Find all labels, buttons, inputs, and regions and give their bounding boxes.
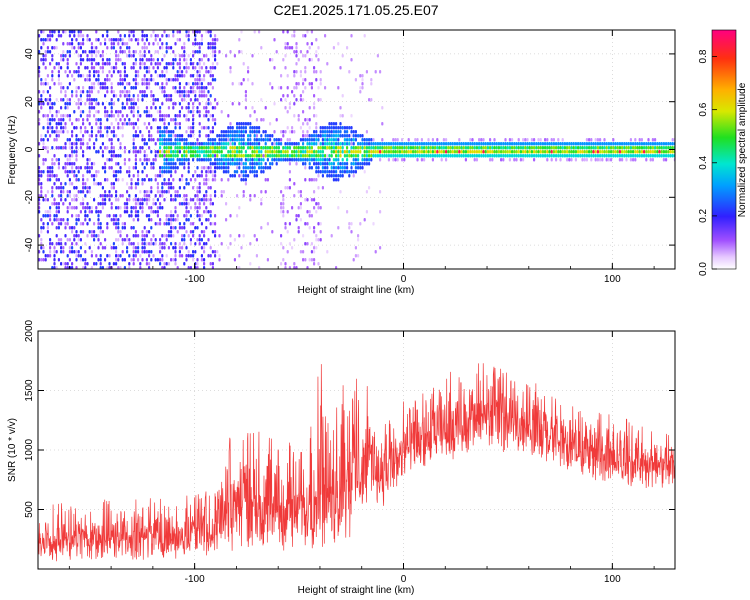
spectrogram-x-tick-label: 0 — [401, 274, 407, 285]
colorbar-label: Normalized spectral amplitude — [737, 82, 748, 217]
figure-title: C2E1.2025.171.05.25.E07 — [273, 2, 438, 18]
spectrogram-ticks: -100 0 100 -40 -20 0 20 40 — [24, 30, 675, 285]
snr-series-line — [38, 363, 675, 562]
spectrogram-y-tick-label: 0 — [24, 146, 35, 152]
snr-y-tick-label: 1000 — [24, 438, 35, 461]
snr-y-axis-label: SNR (10 * v/v) — [7, 418, 18, 482]
spectrogram-panel: -100 0 100 -40 -20 0 20 40 Height of straight l… — [7, 29, 676, 296]
spectrogram-x-axis-label: Height of straight line (km) — [298, 285, 415, 296]
snr-x-tick-label: -100 — [185, 574, 205, 585]
colorbar-tick-label: 0.6 — [698, 102, 709, 116]
spectrogram-y-tick-label: -20 — [24, 190, 35, 205]
colorbar-tick-label: 0.0 — [698, 262, 709, 276]
spectrogram-x-tick-label: -100 — [185, 274, 205, 285]
spectrogram-y-tick-label: 40 — [24, 48, 35, 60]
spectrogram-y-tick-label: 20 — [24, 96, 35, 108]
snr-x-tick-label: 100 — [604, 574, 621, 585]
colorbar-ticks: 0.0 0.2 0.4 0.6 0.8 — [698, 49, 717, 276]
snr-trace — [38, 363, 675, 562]
colorbar: 0.0 0.2 0.4 0.6 0.8 Normalized spectral ampl… — [698, 29, 748, 276]
colorbar-tick-label: 0.2 — [698, 209, 709, 223]
snr-x-axis-label: Height of straight line (km) — [298, 585, 415, 596]
snr-y-tick-label: 2000 — [24, 319, 35, 342]
snr-y-tick-label: 500 — [24, 501, 35, 518]
spectrogram-x-tick-label: 100 — [604, 274, 621, 285]
spectrogram-y-tick-label: -40 — [24, 237, 35, 252]
colorbar-gradient — [712, 30, 736, 269]
snr-y-tick-label: 1500 — [24, 379, 35, 402]
spectrogram-cells — [38, 30, 675, 269]
snr-panel: -100 0 100 500 1000 1500 2000 Height of straig… — [7, 319, 676, 596]
snr-x-tick-label: 0 — [401, 574, 407, 585]
snr-ticks: -100 0 100 500 1000 1500 2000 — [24, 319, 675, 585]
spectrogram-y-axis-label: Frequency (Hz) — [7, 116, 18, 185]
colorbar-tick-label: 0.4 — [698, 155, 709, 169]
colorbar-tick-label: 0.8 — [698, 49, 709, 63]
